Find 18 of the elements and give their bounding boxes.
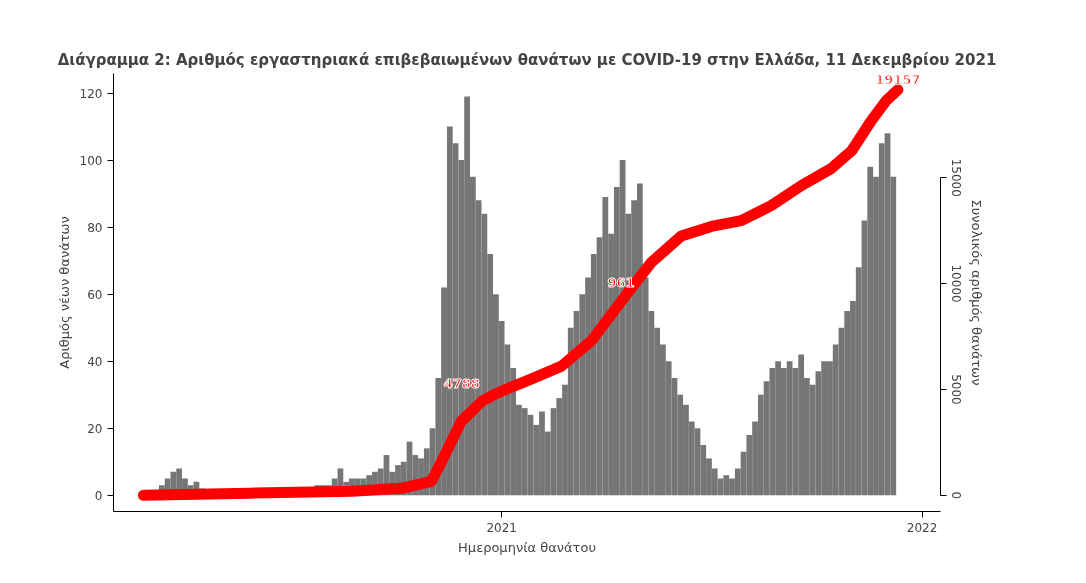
y2-tick-label: 10000 (948, 264, 963, 303)
y-tick-label: 60 (87, 287, 103, 302)
y-tick-label: 0 (94, 488, 103, 503)
x-axis-title: Ημερομηνία θανάτου (458, 539, 596, 555)
x-tick-label: 2022 (906, 520, 938, 535)
data-label: 4788 (443, 376, 480, 392)
y2-tick-label: 15000 (948, 158, 963, 197)
y-axis-title: Αριθμός νέων θανάτων (56, 216, 72, 369)
y-tick-label: 80 (87, 220, 103, 235)
y2-tick-label: 0 (948, 491, 963, 500)
y-tick-label: 100 (79, 153, 103, 168)
y-tick-label: 20 (87, 421, 103, 436)
y2-tick-label: 5000 (948, 374, 963, 405)
y2-axis-title: Συνολικός αριθμός θανάτων (968, 199, 984, 386)
x-tick-label: 2021 (486, 520, 517, 535)
chart-title: Διάγραμμα 2: Αριθμός εργαστηριακά επιβεβαιωμένων θανάτων με COVID-19 στην Ελλάδα, 11 Δεκεμβρίου 2021 (57, 50, 997, 69)
y-tick-label: 120 (79, 86, 103, 101)
y-tick-label: 40 (87, 354, 103, 369)
